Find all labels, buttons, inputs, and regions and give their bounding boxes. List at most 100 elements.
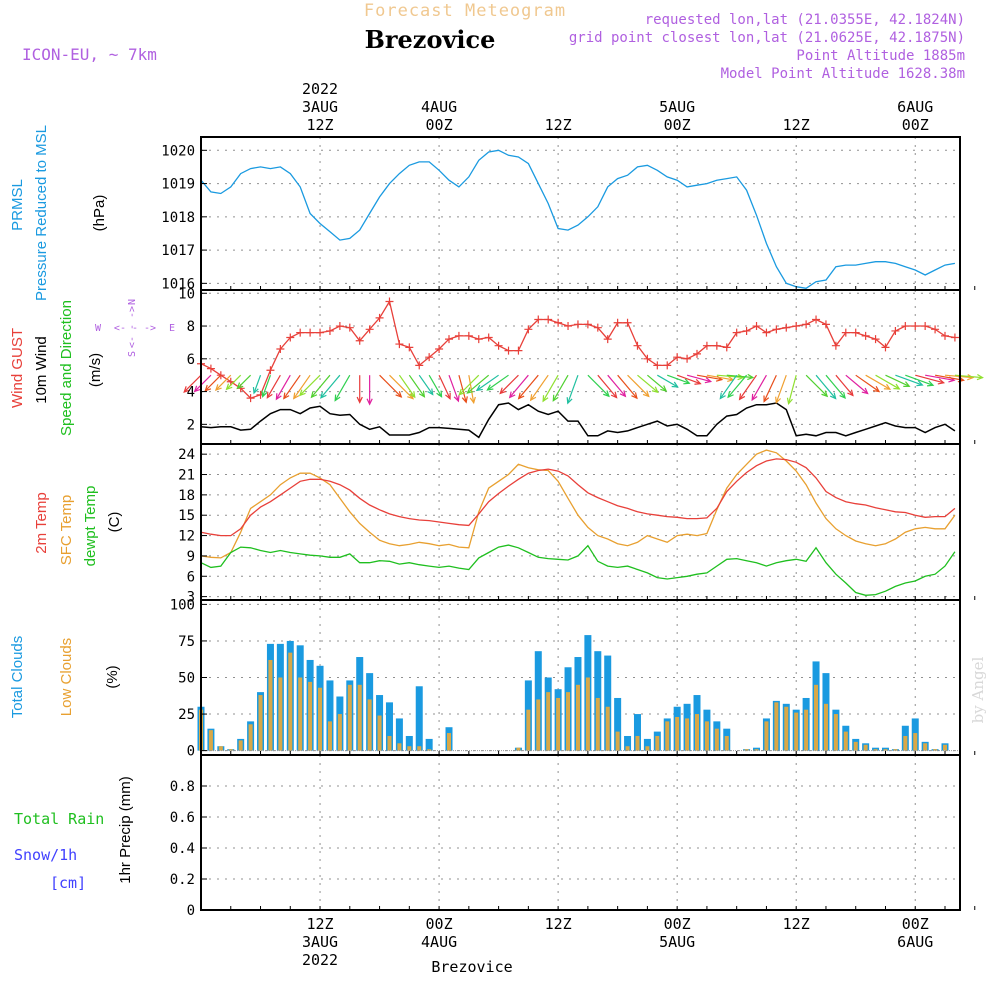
low-clouds-bar: [337, 714, 342, 751]
low-clouds-bar: [655, 735, 660, 751]
wind-direction-arrow: [905, 374, 934, 386]
precip-cm-label: [cm]: [50, 874, 86, 892]
low-clouds-bar: [556, 697, 561, 751]
temperature-axis-label: 2m Temp: [33, 492, 50, 553]
wind-arrow-head: [704, 377, 713, 384]
gust-marker: [266, 366, 275, 375]
gust-marker: [395, 340, 404, 349]
gust-marker: [316, 328, 325, 337]
wind-direction-arrow: [438, 374, 451, 400]
wind-direction-arrow: [299, 374, 321, 396]
gust-marker: [871, 335, 880, 344]
wind-direction-arrow: [637, 374, 659, 393]
wind-direction-arrow: [696, 374, 722, 381]
clouds-ytick-label: 50: [178, 671, 195, 687]
wind-ytick-label: 2: [187, 417, 195, 433]
gust-marker: [683, 354, 692, 363]
wind-direction-arrow: [487, 374, 509, 391]
wind-direction-arrow: [283, 374, 301, 399]
gust-marker: [474, 335, 483, 344]
top-time-label: 6AUG: [897, 98, 933, 116]
wind-direction-arrow: [530, 374, 549, 401]
low-clouds-bar: [774, 702, 779, 751]
total-clouds-bar: [633, 714, 641, 751]
gust-marker: [593, 323, 602, 332]
wind-arrow-head: [334, 394, 341, 402]
gust-marker: [445, 335, 453, 344]
gust-marker: [950, 333, 959, 342]
pressure-ytick-label: 1018: [161, 210, 195, 226]
low-clouds-bar: [318, 687, 323, 751]
gust-marker: [653, 361, 662, 370]
gust-marker: [732, 328, 741, 337]
gust-line: [200, 299, 956, 399]
wind-arrow-head: [747, 373, 755, 381]
wind-arrow-head: [916, 380, 924, 387]
wind-direction-arrow: [751, 374, 767, 401]
wind-direction-arrow: [418, 374, 434, 395]
wind-direction-arrow: [398, 374, 416, 398]
total-clouds-bar: [425, 738, 433, 751]
wind-arrow-head: [603, 390, 610, 398]
wind-direction-arrow: [815, 374, 837, 399]
gust-marker: [435, 344, 444, 353]
low-clouds-bar: [367, 699, 372, 751]
gust-marker: [812, 315, 821, 324]
gust-marker: [821, 320, 830, 329]
clouds-ytick-label: 0: [187, 744, 195, 760]
gust-marker: [643, 354, 652, 363]
wind-direction-arrow: [458, 374, 480, 396]
top-time-label: 00Z: [426, 116, 453, 134]
low-clouds-bar: [268, 659, 273, 751]
clouds-axis-label: (%): [104, 665, 121, 688]
wind-arrow-head: [683, 378, 691, 385]
gust-marker: [325, 326, 334, 335]
temperature-ytick-label: 6: [187, 569, 195, 585]
low-clouds-bar: [447, 733, 451, 751]
bottom-time-label: 6AUG: [897, 933, 933, 951]
wind-arrow-head: [631, 392, 638, 400]
low-clouds-bar: [595, 697, 600, 751]
low-clouds-bar: [724, 735, 729, 751]
gust-marker: [772, 325, 781, 334]
gust-marker: [583, 320, 592, 329]
wind-direction-arrow: [467, 374, 490, 394]
gust-marker: [573, 320, 582, 329]
low-clouds-bar: [814, 684, 819, 751]
compass-horizontal-arrows: <- - ->: [114, 323, 156, 334]
wind-direction-arrow: [194, 374, 212, 392]
gust-marker: [782, 323, 791, 332]
total-clouds-bar: [614, 697, 622, 751]
wind-ytick-label: 8: [187, 319, 195, 335]
gust-marker: [722, 343, 731, 352]
wind-direction-arrow: [805, 374, 828, 397]
temperature-axis-label: (C): [106, 512, 123, 533]
wind-arrow-head: [225, 383, 233, 391]
wind-arrow-head: [261, 390, 268, 398]
compass-north: N: [127, 299, 138, 305]
bottom-time-label: 3AUG: [302, 933, 338, 951]
wind-direction-arrow: [686, 374, 711, 383]
low-clouds-bar: [754, 749, 759, 751]
wind-arrow-head: [517, 392, 525, 400]
clouds-axis-label: Low Clouds: [58, 638, 75, 716]
wind-arrow-head: [642, 390, 650, 398]
precip-ytick-label: 0.8: [170, 779, 195, 795]
wind-direction-arrow: [389, 374, 414, 400]
gust-marker: [355, 336, 364, 345]
wind-direction-arrow: [262, 374, 272, 397]
wind-direction-arrow: [934, 374, 964, 381]
temperature-axis-label: SFC Temp: [58, 495, 75, 566]
wind-direction-arrow: [293, 374, 311, 399]
top-time-label: 12Z: [545, 116, 572, 134]
low-clouds-bar: [685, 718, 690, 751]
gust-marker: [375, 313, 384, 322]
gust-marker: [831, 341, 840, 350]
pressure-ytick-label: 1020: [161, 143, 195, 159]
low-clouds-bar: [407, 746, 412, 751]
grid-coords: grid point closest lon,lat (21.0625E, 42…: [569, 30, 965, 46]
low-clouds-bar: [387, 735, 392, 751]
temperature-ytick-label: 15: [178, 508, 195, 524]
low-clouds-bar: [843, 731, 848, 751]
